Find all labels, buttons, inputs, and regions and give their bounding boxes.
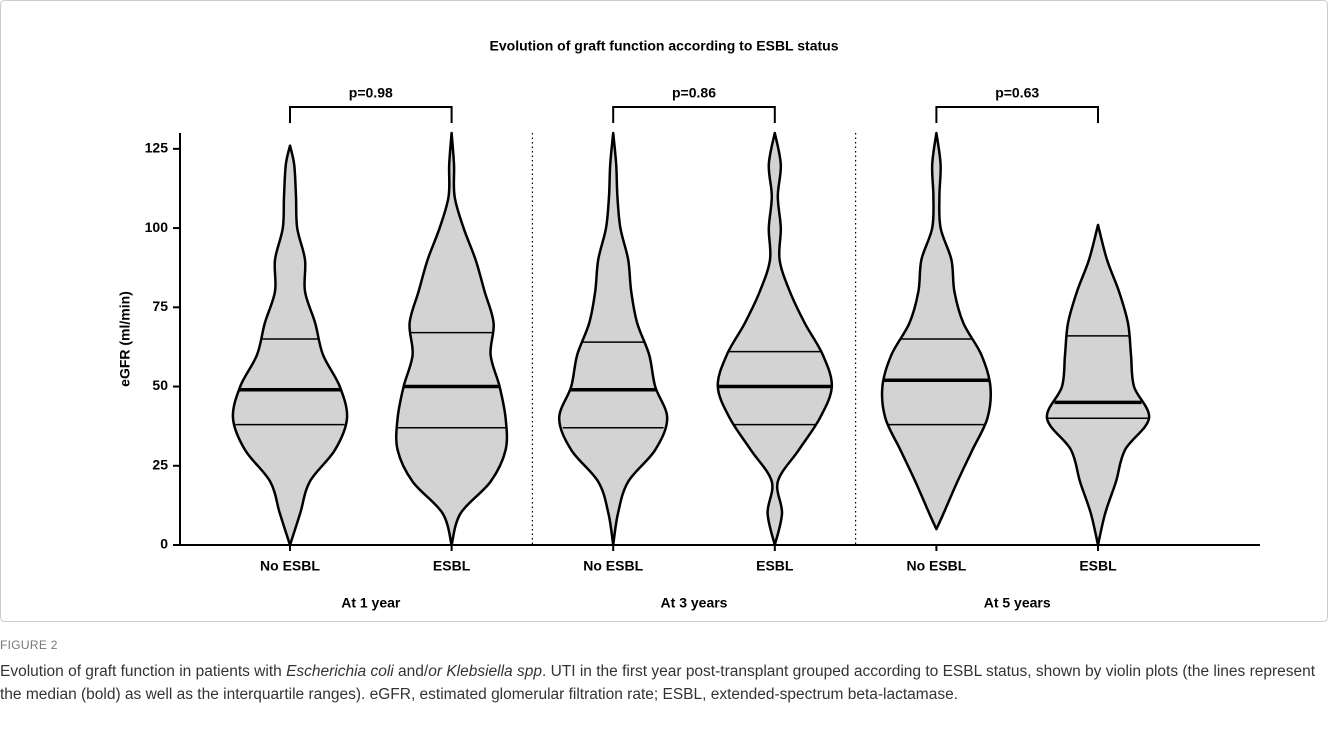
violin bbox=[1045, 223, 1151, 547]
x-tick-label: ESBL bbox=[756, 558, 794, 574]
caption: Evolution of graft function in patients … bbox=[0, 660, 1326, 706]
p-bracket bbox=[612, 106, 776, 123]
group-label: At 3 years bbox=[661, 595, 728, 611]
violin bbox=[394, 131, 509, 547]
x-tick-label: ESBL bbox=[1079, 558, 1117, 574]
violin bbox=[231, 144, 349, 547]
x-tick-label: No ESBL bbox=[583, 558, 643, 574]
figure-frame bbox=[0, 0, 1328, 622]
y-tick-label: 125 bbox=[145, 140, 169, 156]
violin bbox=[880, 131, 993, 531]
group-label: At 1 year bbox=[341, 595, 401, 611]
p-bracket bbox=[935, 106, 1099, 123]
group-label: At 5 years bbox=[984, 595, 1051, 611]
x-tick-label: No ESBL bbox=[260, 558, 320, 574]
caption-text: . UTI in the first year post-transplant … bbox=[0, 663, 1316, 703]
y-tick-label: 100 bbox=[145, 219, 169, 235]
p-value: p=0.63 bbox=[995, 85, 1039, 101]
caption-text: or Klebsiella spp bbox=[428, 663, 542, 680]
p-bracket bbox=[289, 106, 453, 123]
caption-text: and/ bbox=[393, 663, 429, 680]
violin bbox=[557, 131, 669, 547]
violin bbox=[716, 131, 834, 547]
chart: Evolution of graft function according to… bbox=[0, 0, 1328, 622]
caption-text: Escherichia coli bbox=[286, 663, 394, 680]
y-tick-label: 0 bbox=[160, 536, 168, 552]
y-tick-label: 50 bbox=[152, 377, 168, 393]
p-value: p=0.98 bbox=[349, 85, 393, 101]
y-tick-label: 25 bbox=[152, 456, 168, 472]
chart-title: Evolution of graft function according to… bbox=[490, 38, 839, 54]
p-value: p=0.86 bbox=[672, 85, 716, 101]
caption-text: Evolution of graft function in patients … bbox=[0, 663, 287, 680]
y-tick-label: 75 bbox=[152, 298, 168, 314]
x-tick-label: ESBL bbox=[433, 558, 471, 574]
figure-label: FIGURE 2 bbox=[0, 638, 58, 652]
y-axis-label: eGFR (ml/min) bbox=[117, 291, 133, 387]
x-tick-label: No ESBL bbox=[906, 558, 966, 574]
